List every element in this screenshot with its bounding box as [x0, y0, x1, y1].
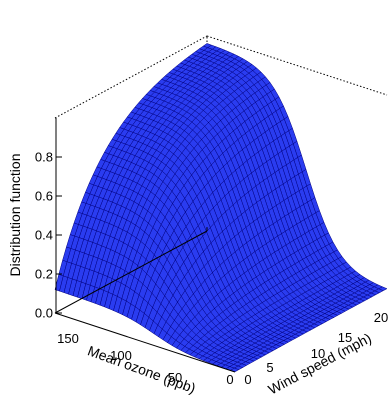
box-edge-floor-front-left — [54, 312, 236, 373]
z-tick-label-0.0: 0.0 — [35, 306, 53, 321]
y-tick-label-10: 10 — [311, 346, 325, 361]
box-edge-top-right — [206, 35, 388, 96]
y-tick-label-0: 0 — [244, 372, 251, 387]
x-tick-label-0: 0 — [226, 372, 233, 387]
z-tick-label-0.8: 0.8 — [35, 150, 53, 165]
y-tick-label-5: 5 — [266, 360, 273, 375]
box-front-edges — [54, 227, 236, 373]
z-axis-label: Distribution function — [7, 154, 23, 277]
box-edge-floor-front-right — [54, 230, 208, 314]
x-tick-label-50: 50 — [168, 370, 182, 385]
y-tick-label-15: 15 — [338, 330, 352, 345]
box-edge-top-left — [54, 35, 208, 119]
z-tick-label-0.6: 0.6 — [35, 189, 53, 204]
y-tick-label-20: 20 — [374, 310, 388, 325]
x-tick-label-100: 100 — [110, 348, 132, 363]
z-tick-label-0.4: 0.4 — [35, 228, 53, 243]
z-axis: 0.0 0.2 0.4 0.6 0.8 Distribution function — [7, 118, 62, 321]
distribution-surface — [54, 43, 388, 373]
x-tick-label-150: 150 — [57, 331, 79, 346]
z-tick-label-0.2: 0.2 — [35, 267, 53, 282]
z-tick-group: 0.0 0.2 0.4 0.6 0.8 — [35, 150, 62, 321]
